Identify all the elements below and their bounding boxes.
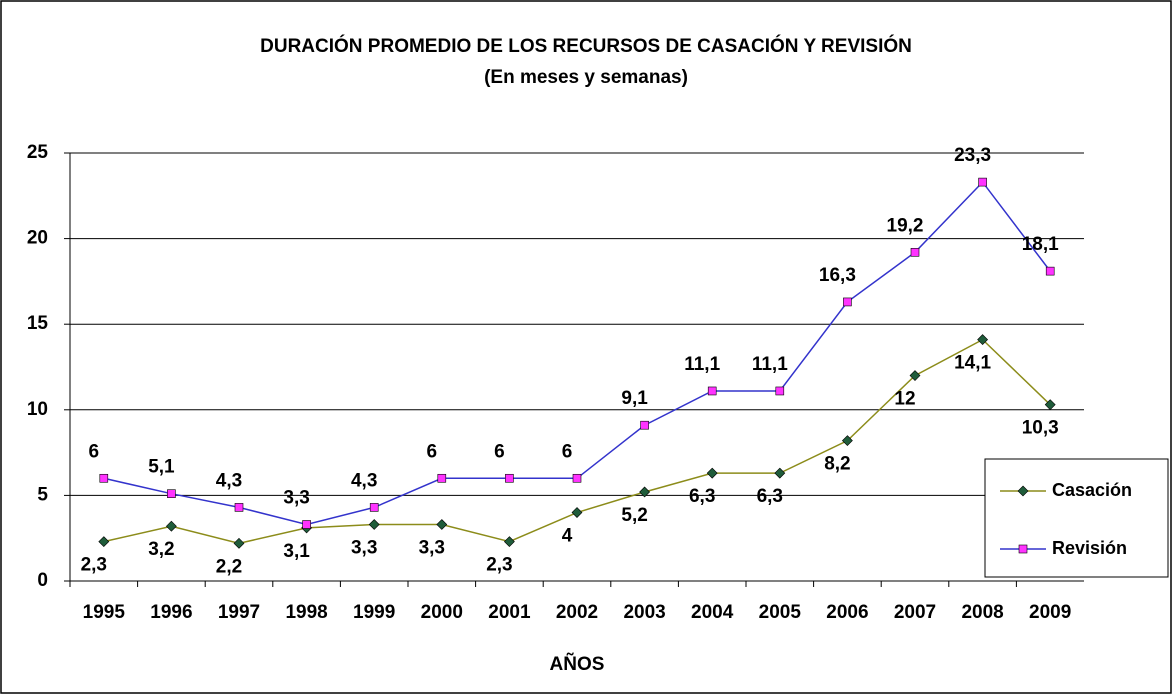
x-tick-label: 2007	[894, 602, 936, 623]
data-label: 8,2	[824, 454, 850, 475]
data-label: 9,1	[621, 388, 648, 409]
data-point	[98, 536, 110, 548]
x-tick-label: 2006	[826, 602, 868, 623]
data-label: 5,1	[148, 457, 175, 478]
data-point	[841, 435, 853, 447]
data-label: 2,3	[81, 555, 107, 576]
data-label: 2,3	[486, 555, 512, 576]
x-tick-label: 2005	[759, 602, 802, 623]
data-label: 5,2	[621, 505, 647, 526]
data-point	[978, 177, 987, 187]
legend-marker	[1017, 485, 1029, 497]
data-label: 16,3	[819, 265, 856, 286]
data-label: 3,3	[419, 538, 445, 559]
data-label: 6	[494, 441, 505, 462]
data-label: 11,1	[752, 354, 788, 375]
x-tick-label: 2000	[421, 602, 463, 623]
chart-title: DURACIÓN PROMEDIO DE LOS RECURSOS DE CAS…	[260, 35, 912, 57]
data-label: 3,2	[148, 539, 174, 560]
x-tick-label: 1995	[83, 602, 126, 623]
data-point	[436, 519, 448, 530]
data-point	[775, 386, 785, 396]
chart-subtitle: (En meses y semanas)	[484, 67, 688, 88]
data-point	[234, 503, 244, 512]
data-point	[99, 473, 109, 483]
data-label: 19,2	[887, 215, 924, 236]
x-tick-label: 2009	[1029, 602, 1071, 623]
y-tick-label: 10	[27, 399, 48, 420]
data-label: 4	[562, 526, 573, 547]
data-label: 6	[427, 441, 438, 462]
data-label: 2,2	[216, 556, 242, 577]
y-tick-label: 25	[27, 142, 49, 163]
data-point	[369, 503, 379, 512]
data-label: 6,3	[757, 486, 783, 507]
y-tick-label: 0	[37, 570, 48, 591]
data-label: 4,3	[351, 470, 377, 491]
data-point	[571, 507, 583, 518]
data-point	[706, 467, 718, 479]
data-label: 6	[89, 441, 100, 462]
data-label: 14,1	[954, 353, 991, 374]
data-label: 12	[894, 389, 915, 410]
x-tick-label: 2004	[691, 602, 734, 623]
data-point	[167, 489, 176, 498]
data-point	[977, 334, 989, 346]
legend-marker	[1018, 544, 1028, 554]
x-tick-label: 2003	[623, 602, 665, 623]
legend-label: Casación	[1052, 480, 1132, 500]
data-point	[640, 420, 649, 430]
y-tick-label: 15	[27, 313, 49, 334]
data-point	[774, 467, 786, 479]
data-label: 18,1	[1022, 234, 1059, 255]
data-label: 10,3	[1022, 418, 1059, 439]
data-point	[843, 297, 852, 307]
data-point	[572, 473, 582, 483]
data-point	[505, 473, 514, 483]
y-tick-label: 20	[27, 228, 48, 249]
data-label: 3,3	[283, 488, 309, 509]
x-tick-label: 2008	[961, 602, 1003, 623]
data-label: 6	[562, 441, 573, 462]
data-point	[1044, 399, 1056, 411]
x-tick-label: 1998	[285, 602, 327, 623]
data-label: 23,3	[954, 145, 991, 166]
x-tick-label: 2002	[556, 602, 598, 623]
data-label: 3,1	[283, 541, 310, 562]
data-point	[302, 520, 311, 529]
data-point	[368, 519, 380, 530]
x-tick-label: 1997	[218, 602, 260, 623]
x-tick-label: 1999	[353, 602, 395, 623]
y-tick-label: 5	[37, 484, 48, 505]
data-label: 4,3	[216, 470, 242, 491]
legend-label: Revisión	[1052, 538, 1127, 558]
legend	[984, 458, 1169, 578]
data-point	[707, 386, 717, 396]
x-tick-label: 2001	[488, 602, 531, 623]
data-point	[639, 486, 651, 498]
data-point	[910, 247, 920, 257]
x-axis-label: AÑOS	[550, 653, 605, 675]
data-label: 6,3	[689, 486, 715, 507]
data-point	[503, 536, 515, 548]
data-point	[233, 537, 245, 549]
data-point	[909, 370, 921, 381]
data-label: 11,1	[684, 354, 720, 375]
x-tick-label: 1996	[150, 602, 192, 623]
data-label: 3,3	[351, 538, 377, 559]
data-point	[165, 520, 177, 532]
data-point	[437, 473, 447, 483]
data-point	[1045, 266, 1055, 276]
